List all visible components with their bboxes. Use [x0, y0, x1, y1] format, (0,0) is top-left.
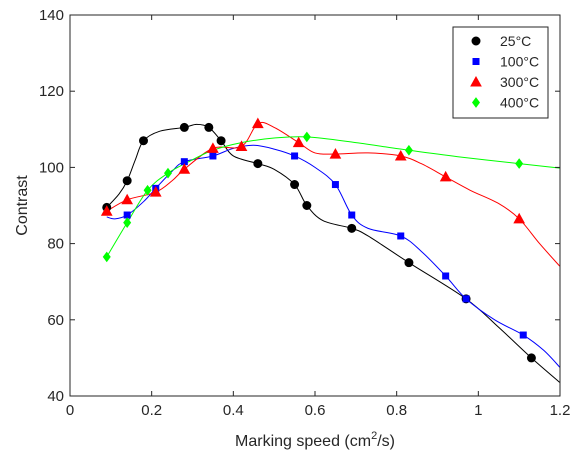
data-point [100, 205, 113, 216]
legend-marker [471, 36, 481, 46]
x-tick-label: 0.2 [141, 402, 162, 419]
legend-label: 100°C [500, 54, 539, 70]
data-point [149, 186, 162, 197]
data-point [143, 184, 152, 196]
x-tick-label: 0.4 [223, 402, 244, 419]
data-point [302, 131, 311, 143]
y-axis: 40 60 80 100 120 140 [39, 7, 560, 405]
x-axis-title-end: /s) [377, 433, 395, 450]
data-point [178, 163, 191, 174]
data-point [235, 140, 248, 151]
data-point [397, 232, 405, 240]
data-point [164, 167, 172, 179]
data-point [404, 144, 413, 156]
data-point [515, 158, 524, 169]
data-point [513, 212, 526, 224]
y-tick-label: 40 [47, 388, 64, 405]
data-point [123, 211, 131, 219]
data-point [290, 180, 300, 190]
data-point [462, 295, 470, 303]
data-point [139, 136, 148, 146]
data-point [526, 353, 536, 363]
legend-marker [472, 97, 480, 108]
data-point [207, 142, 219, 153]
legend-label: 25°C [500, 33, 531, 49]
y-axis-title: Contrast [14, 175, 31, 236]
y-tick-label: 140 [39, 7, 64, 24]
data-point [329, 148, 342, 159]
data-point [519, 331, 527, 339]
legend-label: 400°C [500, 95, 539, 111]
data-point [331, 181, 339, 189]
data-point [439, 170, 452, 182]
data-point [204, 122, 214, 132]
data-point [302, 201, 312, 210]
x-axis-title: Marking speed (cm2/s) [235, 430, 395, 450]
legend-box [452, 26, 549, 119]
data-point [122, 176, 132, 186]
x-axis-title-main: Marking speed (cm [235, 433, 371, 450]
x-axis-title-sup: 2 [371, 430, 377, 442]
data-point [251, 117, 264, 129]
x-tick-label: 1.2 [550, 402, 571, 419]
data-point [292, 136, 305, 148]
x-tick-label: 1 [474, 402, 482, 419]
data-point [121, 193, 134, 205]
x-tick-label: 0.8 [386, 402, 407, 419]
legend: 25°C 100°C 300°C 400°C [452, 26, 549, 119]
data-point [253, 159, 263, 169]
data-point [102, 251, 111, 263]
y-tick-label: 60 [47, 312, 64, 329]
data-point [209, 152, 217, 160]
legend-marker [472, 58, 480, 65]
x-tick-label: 0 [66, 402, 74, 419]
series-markers [100, 117, 536, 363]
data-point [123, 217, 132, 228]
y-tick-label: 80 [47, 236, 64, 253]
data-point [347, 223, 357, 233]
data-point [348, 211, 356, 219]
data-point [291, 152, 299, 160]
legend-marker [470, 75, 482, 87]
data-point [404, 258, 414, 268]
data-point [216, 136, 226, 146]
data-point [394, 149, 407, 161]
data-point [442, 272, 450, 280]
y-tick-label: 120 [39, 83, 64, 100]
x-axis: 0 0.2 0.4 0.6 0.8 1 1.2 [66, 15, 571, 419]
data-point [179, 122, 189, 132]
y-tick-label: 100 [39, 159, 64, 176]
x-tick-label: 0.6 [305, 402, 326, 419]
legend-label: 300°C [500, 74, 539, 90]
series-line [106, 121, 561, 267]
